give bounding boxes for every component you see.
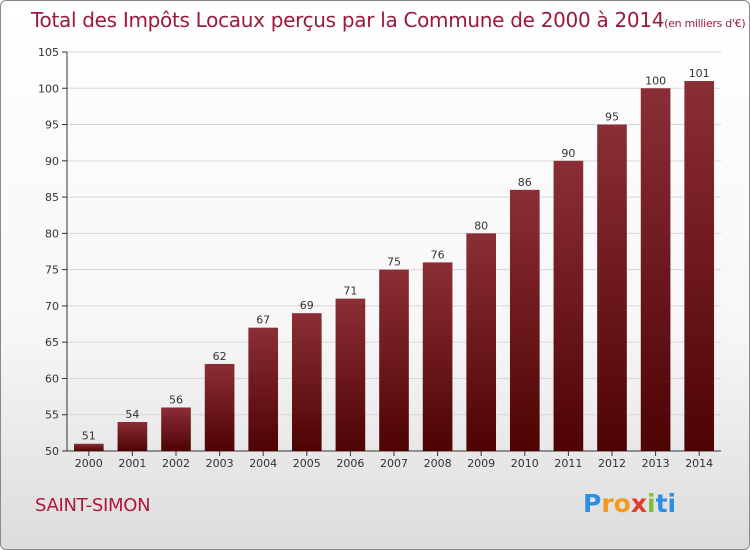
bar	[291, 313, 322, 451]
logo-letter: o	[613, 489, 631, 518]
logo-letter: r	[601, 489, 614, 518]
bar	[640, 88, 671, 451]
y-tick-label: 65	[45, 336, 59, 349]
bar	[248, 327, 279, 451]
x-tick-label: 2007	[380, 457, 408, 470]
x-tick-label: 2014	[685, 457, 713, 470]
data-label: 51	[82, 430, 96, 443]
labels: 51 2000 54 2001 56 2002 62 2003 67 2004 69 2005 71 20…	[75, 67, 713, 470]
chart-title: Total des Impôts Locaux perçus par la Co…	[31, 8, 746, 32]
x-tick-label: 2013	[642, 457, 670, 470]
proxiti-logo: Proxiti	[583, 489, 676, 518]
data-label: 56	[169, 393, 183, 406]
x-tick-label: 2003	[206, 457, 234, 470]
y-tick-label: 55	[45, 409, 59, 422]
data-label: 71	[343, 285, 357, 298]
logo-letter: ti	[655, 489, 677, 518]
bar	[597, 124, 627, 451]
y-tick-label: 90	[45, 155, 59, 168]
bar	[161, 407, 191, 451]
data-label: 101	[689, 67, 710, 80]
data-label: 80	[474, 219, 488, 232]
x-tick-label: 2010	[511, 457, 539, 470]
x-tick-label: 2001	[118, 457, 146, 470]
y-tick-label: 80	[45, 227, 59, 240]
bar	[684, 81, 715, 451]
data-label: 67	[256, 314, 270, 327]
x-tick-label: 2012	[598, 457, 626, 470]
x-tick-label: 2006	[336, 457, 364, 470]
y-tick-label: 70	[45, 300, 59, 313]
y-tick-label: 100	[38, 82, 59, 95]
y-tick-label: 95	[45, 119, 59, 132]
x-tick-label: 2000	[75, 457, 103, 470]
y-tick-label: 60	[45, 372, 59, 385]
chart-title-text: Total des Impôts Locaux perçus par la Co…	[31, 8, 665, 32]
bar	[73, 443, 104, 451]
logo-letter: P	[583, 489, 602, 518]
data-label: 76	[431, 248, 445, 261]
x-tick-label: 2009	[467, 457, 495, 470]
bar	[379, 269, 409, 451]
bar	[422, 262, 453, 451]
chart-subtitle: (en milliers d'€)	[664, 17, 746, 30]
bar	[117, 421, 148, 451]
bar	[335, 298, 366, 451]
data-label: 90	[561, 147, 575, 160]
x-tick-label: 2005	[293, 457, 321, 470]
data-label: 86	[518, 176, 532, 189]
bar	[553, 160, 584, 451]
bars	[73, 81, 715, 451]
logo-letter: i	[647, 489, 656, 518]
bar	[509, 189, 540, 451]
y-tick-label: 105	[38, 46, 59, 59]
x-tick-label: 2002	[162, 457, 190, 470]
data-label: 54	[125, 408, 139, 421]
data-label: 100	[645, 74, 666, 87]
y-tick-label: 50	[45, 445, 59, 458]
data-label: 95	[605, 111, 619, 124]
y-tick-label: 75	[45, 264, 59, 277]
x-tick-label: 2011	[554, 457, 582, 470]
data-label: 69	[300, 299, 314, 312]
x-tick-label: 2004	[249, 457, 277, 470]
logo-letter: x	[630, 489, 647, 518]
bar	[466, 233, 497, 451]
data-label: 75	[387, 256, 401, 269]
data-label: 62	[213, 350, 227, 363]
commune-name: SAINT-SIMON	[35, 495, 151, 516]
x-tick-label: 2008	[424, 457, 452, 470]
bar	[204, 363, 235, 451]
y-tick-label: 85	[45, 191, 59, 204]
